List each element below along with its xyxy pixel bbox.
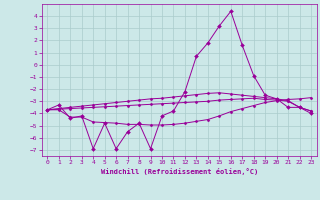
- X-axis label: Windchill (Refroidissement éolien,°C): Windchill (Refroidissement éolien,°C): [100, 168, 258, 175]
